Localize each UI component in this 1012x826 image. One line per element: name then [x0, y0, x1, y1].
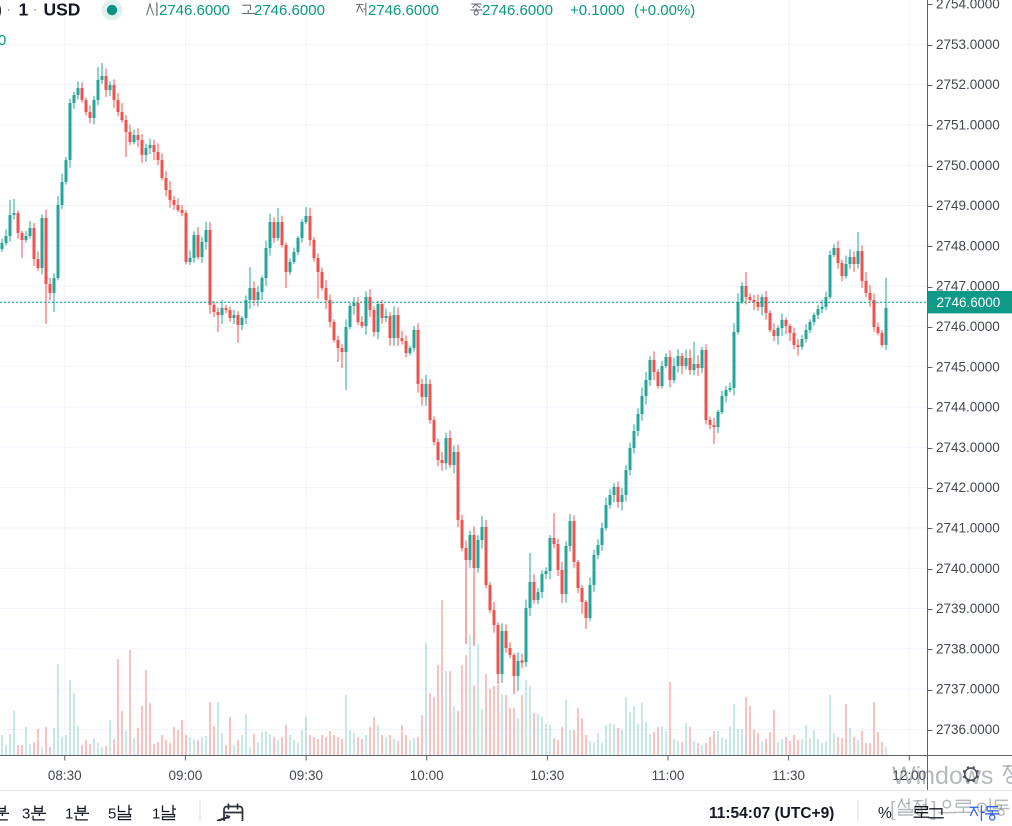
svg-text:2752.0000: 2752.0000 [936, 77, 1000, 92]
svg-text:USD: USD [44, 0, 81, 20]
svg-text:2740.0000: 2740.0000 [936, 561, 1000, 576]
svg-text:): ) [0, 0, 2, 20]
svg-text:0: 0 [0, 32, 6, 49]
svg-text:2748.0000: 2748.0000 [936, 238, 1000, 253]
svg-text:2742.0000: 2742.0000 [936, 480, 1000, 495]
svg-text:2743.0000: 2743.0000 [936, 440, 1000, 455]
svg-text:Windows: Windows [892, 762, 993, 790]
svg-text:08:30: 08:30 [48, 768, 82, 783]
svg-text:2741.0000: 2741.0000 [936, 521, 1000, 536]
svg-text:2754.0000: 2754.0000 [936, 0, 1000, 12]
svg-text:1: 1 [152, 806, 160, 822]
svg-text:2746.6000: 2746.6000 [159, 2, 230, 19]
svg-text:11:00: 11:00 [652, 768, 685, 783]
svg-text:·: · [7, 2, 11, 17]
svg-text:3: 3 [22, 806, 30, 822]
svg-text:+0.1000: +0.1000 [570, 2, 625, 19]
svg-text:2746.6000: 2746.6000 [937, 295, 1001, 310]
svg-text:2753.0000: 2753.0000 [936, 37, 1000, 52]
svg-text:2736.0000: 2736.0000 [936, 722, 1000, 737]
svg-text:2737.0000: 2737.0000 [936, 682, 1000, 697]
svg-text:09:00: 09:00 [169, 768, 203, 783]
svg-text:2751.0000: 2751.0000 [936, 118, 1000, 133]
svg-text:1: 1 [65, 806, 73, 822]
svg-text:2745.0000: 2745.0000 [936, 359, 1000, 374]
svg-text:2746.6000: 2746.6000 [254, 2, 325, 19]
svg-text:2750.0000: 2750.0000 [936, 158, 1000, 173]
svg-text:(+0.00%): (+0.00%) [634, 2, 695, 19]
svg-text:5: 5 [108, 806, 116, 822]
svg-text:·: · [33, 2, 37, 17]
svg-text:11:30: 11:30 [772, 768, 805, 783]
svg-text:11:54:07 (UTC+9): 11:54:07 (UTC+9) [709, 805, 834, 821]
svg-text:2738.0000: 2738.0000 [936, 641, 1000, 656]
svg-text:09:30: 09:30 [289, 768, 323, 783]
svg-text:2749.0000: 2749.0000 [936, 198, 1000, 213]
svg-text:1: 1 [19, 0, 29, 20]
svg-text:10:30: 10:30 [531, 768, 565, 783]
svg-text:10:00: 10:00 [410, 768, 444, 783]
svg-text:2744.0000: 2744.0000 [936, 400, 1000, 415]
svg-text:2746.0000: 2746.0000 [936, 319, 1000, 334]
svg-text:2746.6000: 2746.6000 [368, 2, 439, 19]
svg-text:2746.6000: 2746.6000 [482, 2, 553, 19]
svg-text:2739.0000: 2739.0000 [936, 601, 1000, 616]
svg-text:%: % [878, 805, 892, 821]
